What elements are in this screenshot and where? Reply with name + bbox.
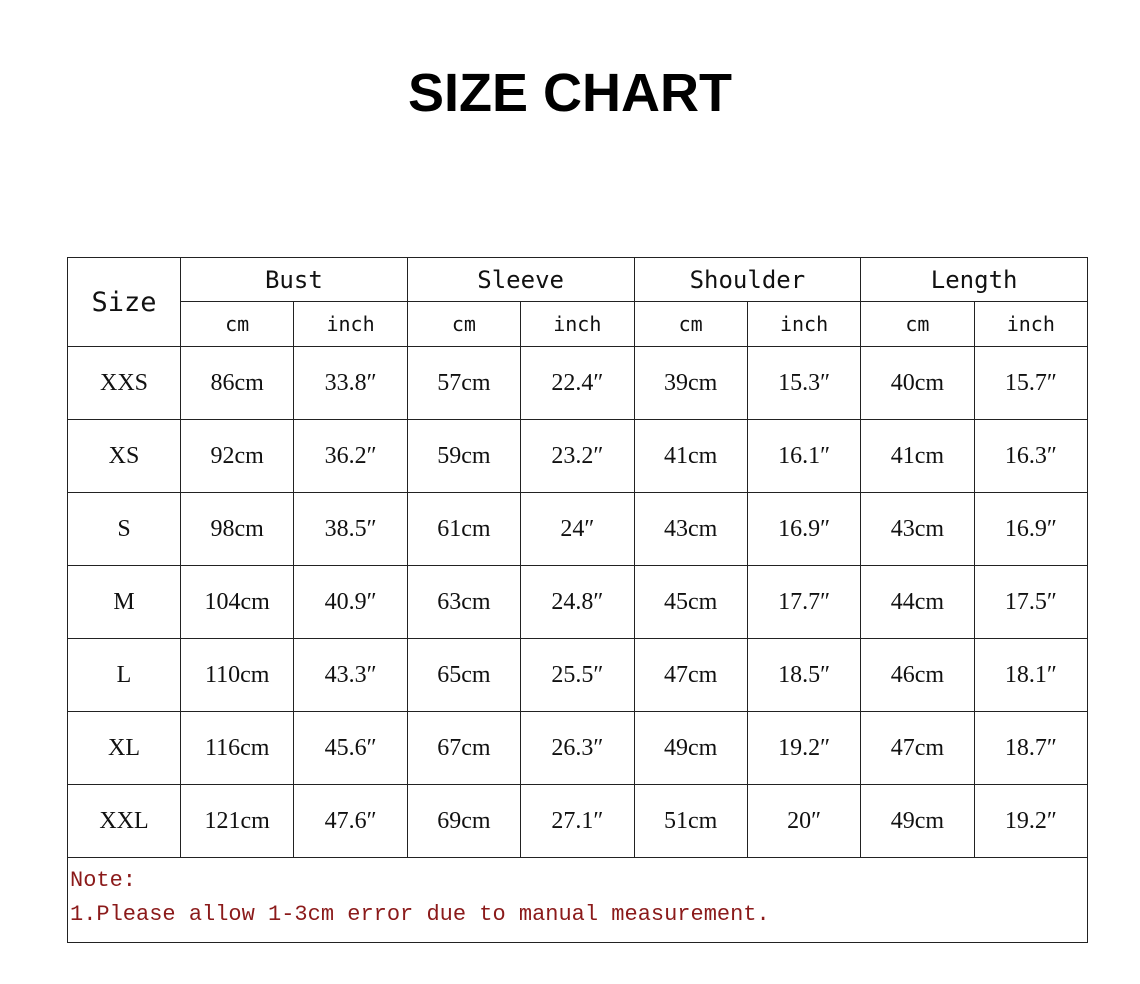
table-cell: 25.5″ bbox=[520, 638, 635, 712]
table-cell: 46cm bbox=[860, 638, 975, 712]
size-label: L bbox=[67, 638, 181, 712]
table-cell: 18.5″ bbox=[746, 638, 862, 712]
table-cell: 16.1″ bbox=[746, 419, 862, 493]
size-header: Size bbox=[67, 257, 181, 347]
table-cell: 19.2″ bbox=[973, 784, 1089, 858]
group-header-bust: Bust bbox=[180, 257, 408, 302]
table-cell: 86cm bbox=[179, 346, 295, 420]
table-cell: 121cm bbox=[179, 784, 295, 858]
table-row: L 110cm 43.3″ 65cm 25.5″ 47cm 18.5″ 46cm 18.1″ bbox=[67, 638, 1089, 712]
table-cell: 47.6″ bbox=[293, 784, 408, 858]
note-cell: Note: 1.Please allow 1-3cm error due to m… bbox=[67, 857, 1088, 943]
size-label: XL bbox=[67, 711, 181, 785]
table-cell: 67cm bbox=[406, 711, 522, 785]
table-cell: 43cm bbox=[633, 492, 748, 566]
table-row: S 98cm 38.5″ 61cm 24″ 43cm 16.9″ 43cm 16.9″ bbox=[67, 492, 1089, 566]
table-cell: 15.7″ bbox=[973, 346, 1089, 420]
table-cell: 43cm bbox=[860, 492, 975, 566]
size-label: S bbox=[67, 492, 181, 566]
table-cell: 45.6″ bbox=[293, 711, 408, 785]
table-cell: 51cm bbox=[633, 784, 748, 858]
group-header-length: Length bbox=[860, 257, 1088, 302]
note-row: Note: 1.Please allow 1-3cm error due to m… bbox=[67, 857, 1088, 943]
table-cell: 49cm bbox=[633, 711, 748, 785]
table-cell: 49cm bbox=[860, 784, 975, 858]
table-cell: 92cm bbox=[179, 419, 295, 493]
table-cell: 45cm bbox=[633, 565, 748, 639]
unit-header-cm: cm bbox=[633, 301, 748, 347]
group-header-sleeve: Sleeve bbox=[406, 257, 635, 302]
table-cell: 39cm bbox=[633, 346, 748, 420]
table-cell: 33.8″ bbox=[293, 346, 408, 420]
table-cell: 43.3″ bbox=[293, 638, 408, 712]
table-cell: 47cm bbox=[860, 711, 975, 785]
table-cell: 15.3″ bbox=[746, 346, 862, 420]
table-cell: 22.4″ bbox=[520, 346, 635, 420]
unit-header-inch: inch bbox=[746, 301, 862, 347]
table-row: XS 92cm 36.2″ 59cm 23.2″ 41cm 16.1″ 41cm 16.3″ bbox=[67, 419, 1089, 493]
size-label: XXS bbox=[67, 346, 181, 420]
table-cell: 65cm bbox=[406, 638, 522, 712]
unit-header-inch: inch bbox=[293, 301, 408, 347]
table-cell: 36.2″ bbox=[293, 419, 408, 493]
note-line: 1.Please allow 1-3cm error due to manual… bbox=[70, 902, 770, 927]
group-header-shoulder: Shoulder bbox=[633, 257, 862, 302]
note-label: Note: bbox=[70, 868, 137, 893]
table-cell: 69cm bbox=[406, 784, 522, 858]
unit-header-cm: cm bbox=[406, 301, 522, 347]
table-cell: 18.7″ bbox=[973, 711, 1089, 785]
table-cell: 40.9″ bbox=[293, 565, 408, 639]
table-row: XXS 86cm 33.8″ 57cm 22.4″ 39cm 15.3″ 40cm 15.7″ bbox=[67, 346, 1089, 420]
table-cell: 18.1″ bbox=[973, 638, 1089, 712]
table-cell: 23.2″ bbox=[520, 419, 635, 493]
header-row-groups: Size Bust Sleeve Shoulder Length bbox=[67, 257, 1088, 347]
table-cell: 41cm bbox=[633, 419, 748, 493]
table-cell: 63cm bbox=[406, 565, 522, 639]
table-cell: 16.3″ bbox=[973, 419, 1089, 493]
table-cell: 110cm bbox=[179, 638, 295, 712]
table-cell: 61cm bbox=[406, 492, 522, 566]
table-cell: 17.5″ bbox=[973, 565, 1089, 639]
size-label: XXL bbox=[67, 784, 181, 858]
table-cell: 24″ bbox=[520, 492, 635, 566]
size-label: XS bbox=[67, 419, 181, 493]
unit-header-cm: cm bbox=[860, 301, 975, 347]
unit-header-inch: inch bbox=[973, 301, 1089, 347]
table-cell: 40cm bbox=[860, 346, 975, 420]
table-cell: 38.5″ bbox=[293, 492, 408, 566]
table-cell: 19.2″ bbox=[746, 711, 862, 785]
table-cell: 59cm bbox=[406, 419, 522, 493]
table-cell: 104cm bbox=[179, 565, 295, 639]
page-title: SIZE CHART bbox=[408, 63, 732, 123]
table-cell: 47cm bbox=[633, 638, 748, 712]
table-cell: 116cm bbox=[179, 711, 295, 785]
table-cell: 16.9″ bbox=[973, 492, 1089, 566]
table-cell: 17.7″ bbox=[746, 565, 862, 639]
table-cell: 98cm bbox=[179, 492, 295, 566]
table-row: XL 116cm 45.6″ 67cm 26.3″ 49cm 19.2″ 47cm 18.7″ bbox=[67, 711, 1089, 785]
table-cell: 24.8″ bbox=[520, 565, 635, 639]
table-cell: 57cm bbox=[406, 346, 522, 420]
table-cell: 44cm bbox=[860, 565, 975, 639]
unit-header-cm: cm bbox=[179, 301, 295, 347]
table-cell: 26.3″ bbox=[520, 711, 635, 785]
table-cell: 41cm bbox=[860, 419, 975, 493]
header-row-units: cm inch cm inch cm inch cm inch bbox=[68, 301, 1089, 347]
table-row: M 104cm 40.9″ 63cm 24.8″ 45cm 17.7″ 44cm 17.5″ bbox=[67, 565, 1089, 639]
table-row: XXL 121cm 47.6″ 69cm 27.1″ 51cm 20″ 49cm 19.2″ bbox=[67, 784, 1089, 858]
table-cell: 16.9″ bbox=[746, 492, 862, 566]
table-cell: 20″ bbox=[746, 784, 862, 858]
unit-header-inch: inch bbox=[520, 301, 635, 347]
size-label: M bbox=[67, 565, 181, 639]
table-cell: 27.1″ bbox=[520, 784, 635, 858]
size-chart-table: Size Bust Sleeve Shoulder Length cm inch c… bbox=[67, 257, 1089, 943]
